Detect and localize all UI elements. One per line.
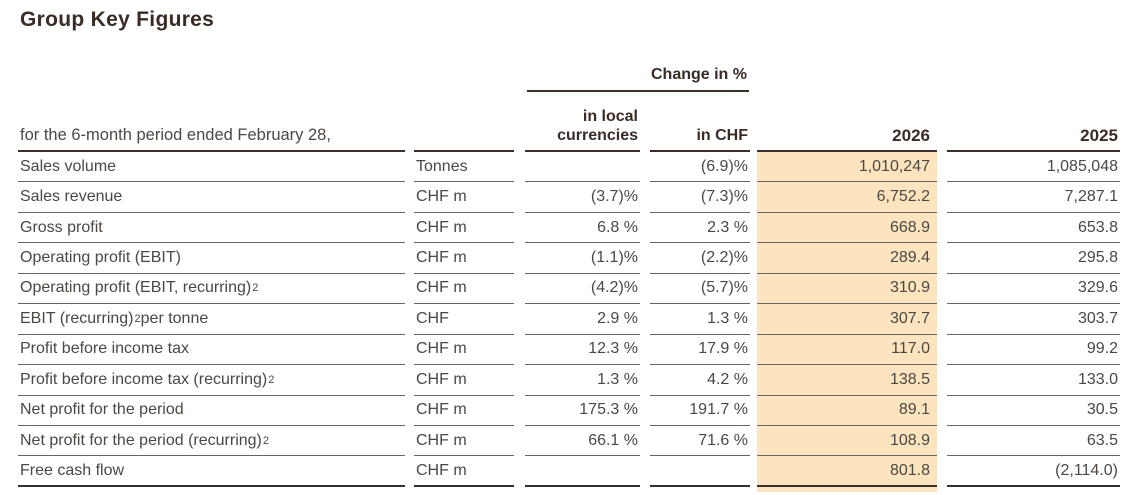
year-2025-column-header: 2025 — [947, 60, 1120, 152]
row-unit: CHF m — [414, 243, 514, 274]
row-label: Profit before income tax (recurring) 2 — [18, 365, 405, 396]
value-2026: 310.9 — [757, 274, 937, 305]
value-2025: 1,085,048 — [947, 152, 1120, 183]
table-row: Free cash flow CHF m 801.8 (2,114.0) — [0, 456, 1140, 487]
value-2025: 7,287.1 — [947, 182, 1120, 213]
pct-in-chf: (2.2)% — [650, 243, 750, 274]
table-row: Gross profit CHF m 6.8 % 2.3 % 668.9 653… — [0, 213, 1140, 244]
pct-local-currencies: (3.7)% — [525, 182, 640, 213]
table-row: Net profit for the period (recurring) 2 C… — [0, 426, 1140, 457]
row-label: EBIT (recurring) 2 per tonne — [18, 304, 405, 335]
value-2025: 295.8 — [947, 243, 1120, 274]
value-2026: 117.0 — [757, 335, 937, 366]
in-chf-column-header: in CHF — [650, 60, 750, 152]
local-currencies-line1: in local — [582, 108, 638, 125]
row-unit: CHF — [414, 304, 514, 335]
value-2025: 653.8 — [947, 213, 1120, 244]
row-label: Profit before income tax — [18, 335, 405, 366]
value-2026: 801.8 — [757, 456, 937, 487]
row-unit: CHF m — [414, 213, 514, 244]
pct-in-chf: (7.3)% — [650, 182, 750, 213]
value-2026: 668.9 — [757, 213, 937, 244]
row-label: Operating profit (EBIT) — [18, 243, 405, 274]
year-2026-column-header: 2026 — [757, 60, 937, 152]
table-row: Profit before income tax (recurring) 2 CH… — [0, 365, 1140, 396]
value-2025: 303.7 — [947, 304, 1120, 335]
table-row: Sales revenue CHF m (3.7)% (7.3)% 6,752.… — [0, 182, 1140, 213]
table-body: Sales volume Tonnes (6.9)% 1,010,247 1,0… — [0, 152, 1140, 487]
row-label: Operating profit (EBIT, recurring) 2 — [18, 274, 405, 305]
pct-local-currencies: 6.8 % — [525, 213, 640, 244]
pct-in-chf: 17.9 % — [650, 335, 750, 366]
table-row: Sales volume Tonnes (6.9)% 1,010,247 1,0… — [0, 152, 1140, 183]
value-2026: 6,752.2 — [757, 182, 937, 213]
value-2025: 63.5 — [947, 426, 1120, 457]
table-row: Operating profit (EBIT) CHF m (1.1)% (2.… — [0, 243, 1140, 274]
row-label: Gross profit — [18, 213, 405, 244]
pct-in-chf: (5.7)% — [650, 274, 750, 305]
value-2026: 138.5 — [757, 365, 937, 396]
local-currencies-line2: currencies — [557, 127, 638, 144]
unit-column-header — [414, 60, 514, 152]
row-unit: CHF m — [414, 335, 514, 366]
table-row: Net profit for the period CHF m 175.3 % … — [0, 396, 1140, 426]
value-2026: 89.1 — [757, 396, 937, 426]
row-label: Sales revenue — [18, 182, 405, 213]
highlight-2026-column-band — [757, 152, 937, 492]
pct-in-chf: (6.9)% — [650, 152, 750, 183]
pct-local-currencies: 12.3 % — [525, 335, 640, 366]
pct-local-currencies: 2.9 % — [525, 304, 640, 335]
table-row: Profit before income tax CHF m 12.3 % 17… — [0, 335, 1140, 366]
pct-local-currencies — [525, 456, 640, 487]
value-2026: 108.9 — [757, 426, 937, 457]
row-label: Net profit for the period — [18, 396, 405, 426]
local-currencies-column-header: in local currencies — [525, 60, 640, 152]
value-2025: 329.6 — [947, 274, 1120, 305]
pct-local-currencies — [525, 152, 640, 183]
pct-local-currencies: 175.3 % — [525, 396, 640, 426]
value-2026: 289.4 — [757, 243, 937, 274]
row-label: Free cash flow — [18, 456, 405, 487]
row-label: Net profit for the period (recurring) 2 — [18, 426, 405, 457]
pct-local-currencies: (1.1)% — [525, 243, 640, 274]
row-unit: Tonnes — [414, 152, 514, 183]
table-header-row: for the 6-month period ended February 28… — [0, 60, 1140, 152]
pct-in-chf: 2.3 % — [650, 213, 750, 244]
row-unit: CHF m — [414, 365, 514, 396]
row-unit: CHF m — [414, 456, 514, 487]
value-2026: 307.7 — [757, 304, 937, 335]
table-row: EBIT (recurring) 2 per tonne CHF 2.9 % 1.… — [0, 304, 1140, 335]
row-unit: CHF m — [414, 396, 514, 426]
row-unit: CHF m — [414, 182, 514, 213]
pct-local-currencies: 1.3 % — [525, 365, 640, 396]
pct-local-currencies: (4.2)% — [525, 274, 640, 305]
pct-in-chf: 71.6 % — [650, 426, 750, 457]
row-label: Sales volume — [18, 152, 405, 183]
pct-in-chf: 191.7 % — [650, 396, 750, 426]
row-unit: CHF m — [414, 426, 514, 457]
page-title: Group Key Figures — [20, 8, 215, 31]
value-2025: 133.0 — [947, 365, 1120, 396]
value-2026: 1,010,247 — [757, 152, 937, 183]
value-2025: 99.2 — [947, 335, 1120, 366]
pct-in-chf: 1.3 % — [650, 304, 750, 335]
pct-in-chf: 4.2 % — [650, 365, 750, 396]
row-unit: CHF m — [414, 274, 514, 305]
pct-local-currencies: 66.1 % — [525, 426, 640, 457]
table-row: Operating profit (EBIT, recurring) 2 CHF … — [0, 274, 1140, 305]
change-in-percent-header: Change in % — [527, 66, 749, 92]
value-2025: (2,114.0) — [947, 456, 1120, 487]
period-header-label: for the 6-month period ended February 28… — [18, 60, 405, 152]
value-2025: 30.5 — [947, 396, 1120, 426]
pct-in-chf — [650, 456, 750, 487]
